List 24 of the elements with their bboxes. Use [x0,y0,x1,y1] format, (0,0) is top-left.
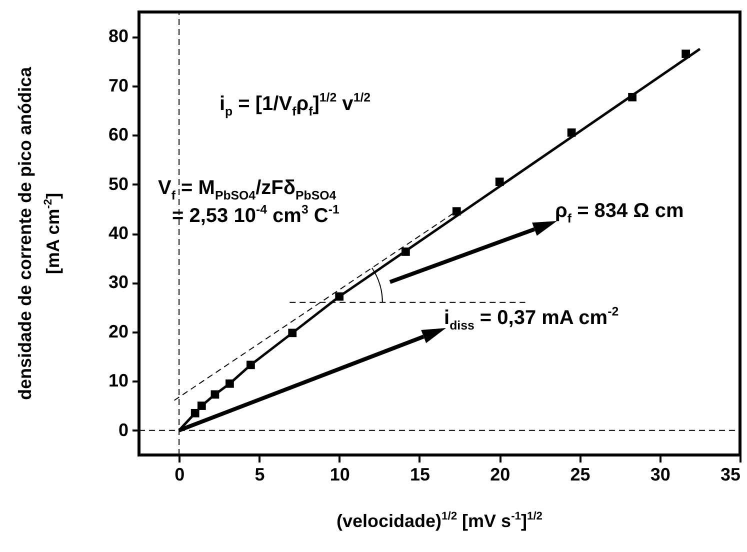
x-tick-label: 15 [410,464,430,484]
y-tick-label: 50 [108,174,128,194]
annotation: = 2,53 10$^{-4}$ cm$^{3}$ C$^{-1}$ [172,202,340,227]
annotation: i$_{diss}$ = 0,37 mA cm$^{-2}$ [444,304,619,333]
x-tick-label: 25 [570,464,590,484]
y-tick-label: 30 [108,272,128,292]
x-tick-label: 30 [650,464,670,484]
x-tick-label: 0 [174,464,185,484]
x-tick-label: 10 [330,464,350,484]
y-axis-title: densidade de corrente de pico anódica [15,66,35,400]
annotation: V$_{f}$ = M$_{PbSO4}$/zFδ$_{PbSO4}$ [158,177,336,203]
x-tick-label: 20 [490,464,510,484]
x-tick-label: 5 [254,464,265,484]
annotation: i$_{p}$ = [1/V$_{f}$ρ$_{f}$]$^{1/2}$ v$^{1/2}$ [219,90,371,119]
y-tick-label: 10 [108,370,128,391]
y-tick-label: 80 [108,26,128,46]
y-tick-label: 70 [108,75,128,96]
x-tick-label: 35 [720,464,740,484]
x-axis-title: (velocidade)$^{1/2}$ [mV s$^{-1}$]$^{1/2}$ [336,510,542,531]
y-tick-label: 40 [108,223,128,243]
y-tick-label: 0 [118,420,128,440]
y-tick-label: 20 [108,321,128,342]
y-tick-label: 60 [108,124,128,145]
annotation: ρ$_{f}$ = 834 Ω cm [555,200,684,226]
